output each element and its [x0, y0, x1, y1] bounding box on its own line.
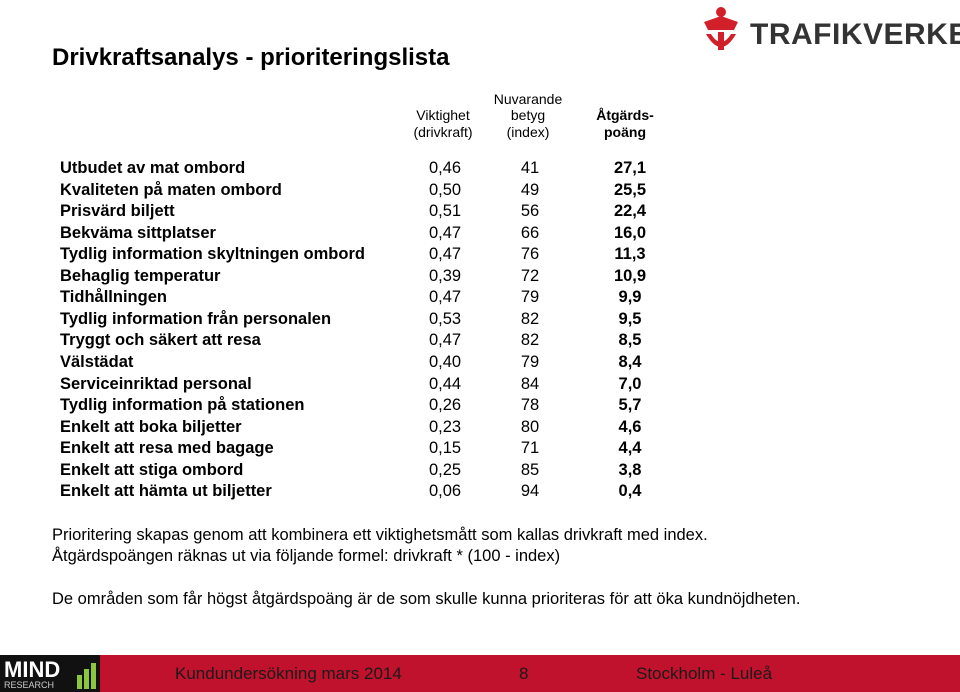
cell-value: 4,6	[618, 417, 642, 436]
cell-value: 0,47	[428, 331, 462, 350]
column-header: Viktighet	[416, 107, 470, 123]
cell-value: 84	[520, 374, 540, 393]
cell-value: 82	[520, 309, 540, 328]
footer-page: 8	[519, 664, 529, 683]
column-header: poäng	[604, 123, 646, 140]
cell-value: 56	[520, 202, 540, 221]
cell-value: 7,0	[618, 374, 642, 393]
cell-value: 0,4	[618, 482, 642, 501]
column-header: Åtgärds-	[596, 107, 654, 123]
cell-value: 4,4	[618, 439, 642, 458]
row-label: Enkelt att hämta ut biljetter	[60, 482, 272, 501]
row-label: Enkelt att boka biljetter	[60, 417, 242, 436]
cell-value: 25,5	[613, 180, 647, 199]
row-label: Utbudet av mat ombord	[60, 159, 246, 177]
cell-value: 72	[520, 266, 540, 285]
row-label: Tydlig information skyltningen ombord	[60, 245, 365, 264]
cell-value: 9,5	[618, 309, 642, 328]
cell-value: 79	[520, 352, 540, 371]
column-header: (drivkraft)	[413, 123, 473, 140]
row-label: Bekväma sittplatser	[60, 223, 216, 242]
cell-value: 16,0	[613, 223, 647, 242]
column-header: (index)	[506, 123, 550, 140]
row-label: Tydlig information från personalen	[60, 309, 332, 328]
cell-value: 0,47	[428, 223, 462, 242]
footer-left: Kundundersökning mars 2014	[175, 664, 402, 683]
row-label: Tydlig information på stationen	[60, 396, 305, 415]
footer-logo: MIND RESEARCH	[0, 655, 100, 692]
cell-value: 0,47	[428, 288, 462, 307]
cell-value: 0,53	[428, 309, 462, 328]
column-header: Nuvarande	[493, 90, 563, 107]
cell-value: 41	[520, 159, 540, 177]
cell-value: 94	[520, 482, 540, 501]
cell-value: 5,7	[618, 396, 642, 415]
note: Prioritering skapas genom att kombinera …	[52, 526, 708, 544]
footer-logo-name: MIND	[4, 657, 61, 682]
cell-value: 22,4	[613, 202, 647, 221]
cell-value: 71	[520, 439, 540, 458]
cell-value: 0,51	[428, 202, 462, 221]
cell-value: 76	[520, 245, 540, 264]
cell-value: 80	[520, 417, 540, 436]
cell-value: 0,39	[428, 266, 462, 285]
cell-value: 79	[520, 288, 540, 307]
row-label: Behaglig temperatur	[60, 266, 221, 285]
cell-value: 0,23	[428, 417, 462, 436]
column-header: betyg	[510, 107, 546, 123]
row-label: Välstädat	[60, 352, 134, 371]
cell-value: 78	[520, 396, 540, 415]
row-label: Tidhållningen	[60, 288, 167, 307]
cell-value: 0,06	[428, 482, 462, 501]
note: De områden som får högst åtgärdspoäng är…	[52, 590, 801, 608]
cell-value: 0,46	[428, 159, 462, 177]
footer-logo-sub: RESEARCH	[4, 680, 55, 690]
cell-value: 0,26	[428, 396, 462, 415]
row-label: Enkelt att stiga ombord	[60, 460, 244, 479]
footer-bar	[0, 655, 960, 692]
logo-text: TRAFIKVERKET	[750, 18, 960, 51]
row-label: Serviceinriktad personal	[60, 374, 252, 393]
cell-value: 11,3	[614, 245, 646, 264]
cell-value: 27,1	[613, 159, 647, 177]
cell-value: 0,44	[428, 374, 462, 393]
cell-value: 9,9	[618, 288, 642, 307]
logo-icon	[704, 7, 738, 50]
cell-value: 0,40	[428, 352, 462, 371]
cell-value: 49	[520, 180, 540, 199]
slide-title: Drivkraftsanalys - prioriteringslista	[52, 44, 450, 71]
row-label: Tryggt och säkert att resa	[60, 331, 261, 350]
cell-value: 0,47	[428, 245, 462, 264]
cell-value: 10,9	[613, 266, 647, 285]
footer-logo-bars	[77, 663, 96, 689]
cell-value: 82	[520, 331, 540, 350]
cell-value: 0,50	[428, 180, 462, 199]
row-label: Enkelt att resa med bagage	[60, 439, 274, 458]
row-label: Prisvärd biljett	[60, 202, 175, 221]
note: Åtgärdspoängen räknas ut via följande fo…	[52, 547, 561, 565]
footer-right: Stockholm - Luleå	[636, 664, 773, 683]
cell-value: 3,8	[618, 460, 642, 479]
cell-value: 0,15	[428, 439, 462, 458]
cell-value: 85	[520, 460, 540, 479]
cell-value: 0,25	[428, 460, 462, 479]
cell-value: 8,5	[618, 331, 642, 350]
cell-value: 66	[520, 223, 540, 242]
cell-value: 8,4	[618, 352, 642, 371]
row-label: Kvaliteten på maten ombord	[60, 180, 282, 199]
